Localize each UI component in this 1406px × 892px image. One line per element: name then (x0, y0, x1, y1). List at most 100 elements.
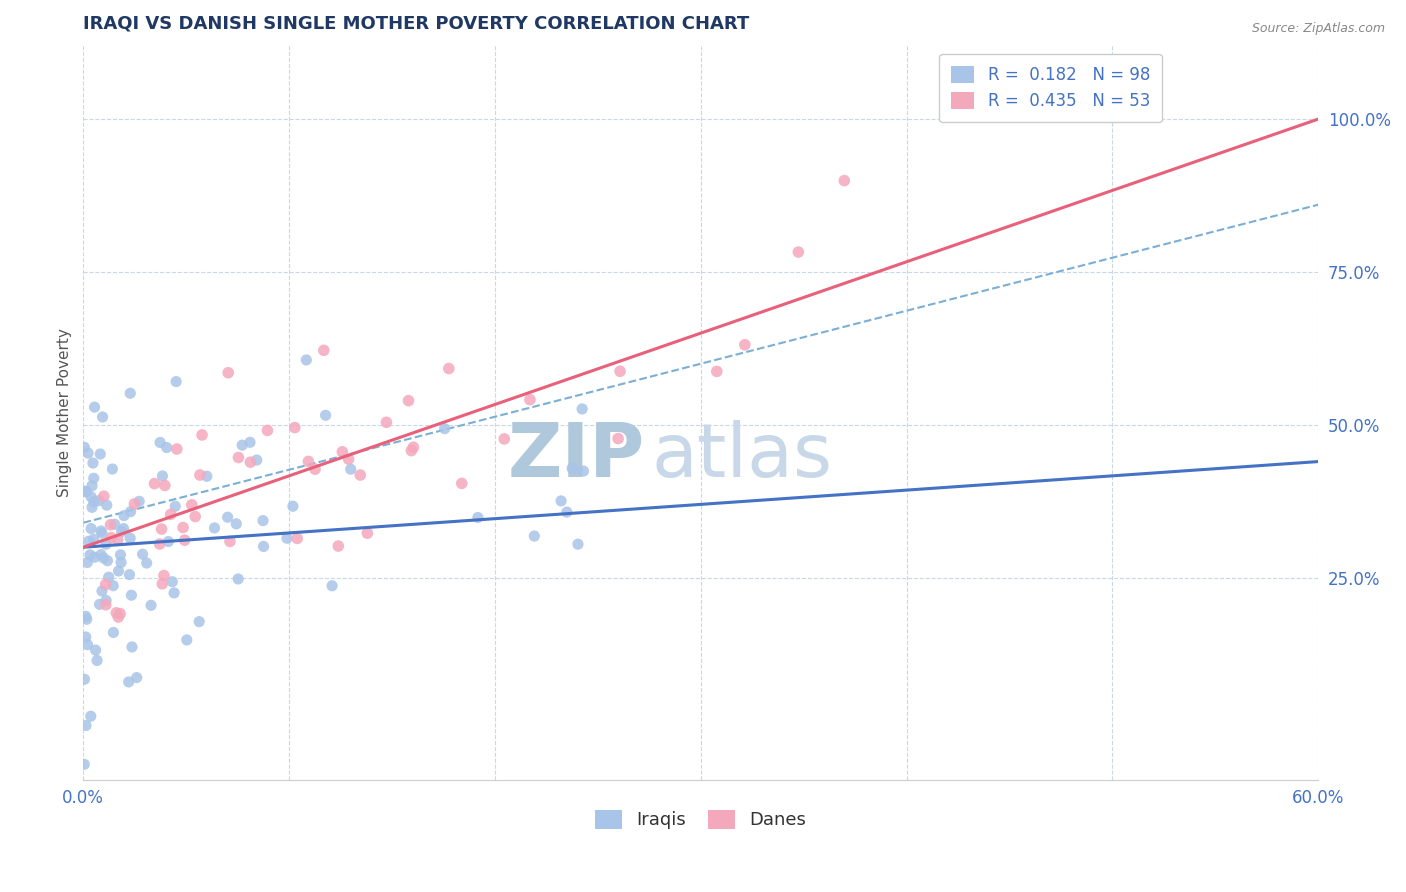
Point (79, 548, 101, 562)
Point (91, 409, 114, 424)
Point (124, 497, 146, 511)
Point (217, 366, 239, 380)
Point (153, 568, 176, 582)
Point (356, 526, 378, 541)
Point (172, 520, 194, 534)
Point (550, 494, 572, 508)
Point (156, 441, 179, 455)
Point (166, 442, 188, 456)
Point (82, 456, 104, 470)
Point (312, 343, 335, 358)
Point (152, 469, 174, 483)
Point (734, 337, 756, 351)
Point (561, 461, 583, 475)
Point (328, 539, 350, 553)
Point (150, 576, 173, 591)
Point (87, 493, 110, 508)
Point (94, 598, 117, 612)
Point (96, 498, 118, 512)
Point (375, 415, 398, 429)
Point (96, 554, 118, 568)
Point (285, 532, 308, 546)
Point (73, 757, 96, 772)
Point (184, 509, 207, 524)
Point (73, 672, 96, 686)
Point (100, 531, 122, 545)
Point (120, 505, 142, 519)
Point (110, 548, 132, 562)
Point (91, 526, 114, 541)
Point (191, 428, 214, 442)
Point (107, 533, 129, 547)
Text: ZIP: ZIP (508, 420, 645, 493)
Text: Source: ZipAtlas.com: Source: ZipAtlas.com (1251, 22, 1385, 36)
Point (239, 455, 262, 469)
Point (149, 537, 172, 551)
Point (228, 450, 250, 465)
Point (118, 674, 141, 689)
Point (437, 361, 460, 376)
Point (188, 468, 211, 483)
Point (89, 447, 111, 461)
Legend: Iraqis, Danes: Iraqis, Danes (588, 803, 814, 837)
Point (165, 375, 187, 389)
Point (76, 556, 98, 570)
Point (77, 534, 100, 549)
Point (467, 510, 489, 524)
Point (315, 409, 337, 423)
Point (94, 593, 117, 607)
Point (173, 533, 195, 548)
Point (523, 529, 546, 543)
Point (90, 548, 112, 562)
Point (433, 422, 456, 436)
Point (73, 441, 96, 455)
Point (149, 435, 172, 450)
Point (93, 550, 115, 565)
Point (84, 643, 107, 657)
Point (91, 584, 114, 599)
Point (108, 607, 131, 621)
Point (349, 468, 371, 483)
Point (118, 567, 141, 582)
Point (100, 517, 122, 532)
Point (120, 386, 142, 401)
Point (246, 453, 269, 467)
Point (519, 392, 541, 407)
Point (83, 400, 105, 414)
Point (162, 574, 184, 589)
Point (188, 615, 211, 629)
Point (143, 476, 166, 491)
Point (321, 579, 343, 593)
Point (276, 531, 298, 545)
Point (94, 577, 117, 591)
Point (572, 464, 595, 478)
Point (304, 462, 326, 476)
Point (281, 500, 304, 514)
Point (402, 440, 425, 454)
Point (103, 625, 125, 640)
Point (105, 606, 128, 620)
Point (125, 671, 148, 685)
Point (150, 522, 173, 536)
Point (571, 401, 593, 416)
Point (195, 469, 218, 483)
Point (204, 521, 226, 535)
Point (567, 537, 589, 551)
Point (494, 432, 516, 446)
Point (165, 500, 187, 514)
Point (76, 612, 98, 626)
Point (77, 446, 100, 460)
Point (231, 438, 253, 452)
Point (75, 630, 97, 644)
Point (339, 462, 361, 476)
Point (832, 173, 855, 187)
Point (90, 524, 112, 538)
Point (112, 522, 135, 536)
Point (256, 424, 278, 438)
Point (89, 598, 111, 612)
Point (80, 522, 103, 536)
Point (217, 510, 239, 524)
Point (112, 508, 135, 523)
Point (75, 484, 97, 499)
Point (80, 500, 103, 515)
